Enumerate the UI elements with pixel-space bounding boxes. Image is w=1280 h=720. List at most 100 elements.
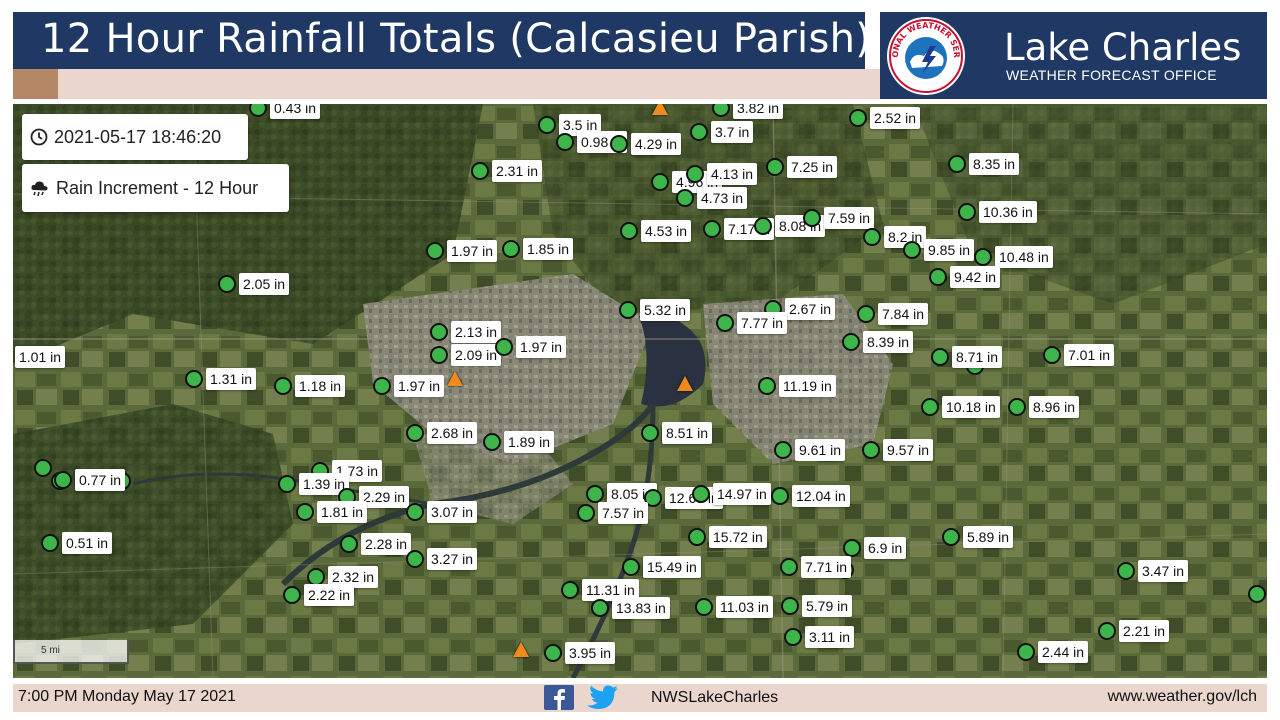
station-marker-icon[interactable] <box>771 487 789 505</box>
station-marker-icon[interactable] <box>695 598 713 616</box>
station-marker-icon[interactable] <box>430 346 448 364</box>
station-marker-icon[interactable] <box>1043 346 1061 364</box>
station-marker-icon[interactable] <box>406 550 424 568</box>
rainfall-total-label: 2.52 in <box>870 107 921 129</box>
station-marker-icon[interactable] <box>703 220 721 238</box>
station-marker-icon[interactable] <box>863 228 881 246</box>
station-marker-icon[interactable] <box>249 104 267 117</box>
station-marker-icon[interactable] <box>692 485 710 503</box>
station-marker-icon[interactable] <box>1248 585 1266 603</box>
station-marker-icon[interactable] <box>283 586 301 604</box>
rainfall-total-label: 4.13 in <box>707 163 758 185</box>
station-marker-icon[interactable] <box>340 535 358 553</box>
rainfall-total-label: 4.73 in <box>697 187 748 209</box>
station-marker-icon[interactable] <box>780 558 798 576</box>
station-marker-icon[interactable] <box>843 539 861 557</box>
layer-box: Rain Increment - 12 Hour <box>22 164 289 212</box>
station-marker-icon[interactable] <box>296 503 314 521</box>
station-marker-icon[interactable] <box>34 459 52 477</box>
station-marker-icon[interactable] <box>803 209 821 227</box>
station-marker-icon[interactable] <box>651 173 669 191</box>
station-marker-icon[interactable] <box>483 433 501 451</box>
station-marker-icon[interactable] <box>373 377 391 395</box>
rainfall-total-label: 8.71 in <box>952 346 1003 368</box>
station-marker-icon[interactable] <box>921 398 939 416</box>
station-marker-icon[interactable] <box>754 217 772 235</box>
station-marker-icon[interactable] <box>942 528 960 546</box>
rainfall-total-label: 3.47 in <box>1138 560 1189 582</box>
station-marker-icon[interactable] <box>641 424 659 442</box>
layer-text: Rain Increment - 12 Hour <box>56 177 259 198</box>
station-marker-icon[interactable] <box>426 242 444 260</box>
station-marker-icon[interactable] <box>1098 622 1116 640</box>
station-marker-icon[interactable] <box>622 558 640 576</box>
station-marker-icon[interactable] <box>430 323 448 341</box>
station-marker-icon[interactable] <box>556 133 574 151</box>
rain-cloud-icon <box>31 181 48 197</box>
station-marker-icon[interactable] <box>948 155 966 173</box>
station-marker-icon[interactable] <box>712 104 730 117</box>
triangle-marker-icon[interactable] <box>677 376 693 391</box>
station-marker-icon[interactable] <box>502 240 520 258</box>
station-marker-icon[interactable] <box>974 248 992 266</box>
website-link[interactable]: www.weather.gov/lch <box>1107 688 1257 705</box>
station-marker-icon[interactable] <box>686 165 704 183</box>
social-handle[interactable]: NWSLakeCharles <box>651 689 779 706</box>
station-marker-icon[interactable] <box>1117 562 1135 580</box>
rainfall-total-label: 3.07 in <box>427 501 478 523</box>
station-marker-icon[interactable] <box>54 471 72 489</box>
rainfall-total-label: 2.68 in <box>427 422 478 444</box>
station-marker-icon[interactable] <box>1017 643 1035 661</box>
station-marker-icon[interactable] <box>218 275 236 293</box>
station-marker-icon[interactable] <box>561 581 579 599</box>
station-marker-icon[interactable] <box>857 305 875 323</box>
rainfall-map[interactable]: 2021-05-17 18:46:20 Rain Increment - 12 … <box>13 104 1267 678</box>
station-marker-icon[interactable] <box>676 189 694 207</box>
station-marker-icon[interactable] <box>690 123 708 141</box>
station-marker-icon[interactable] <box>766 158 784 176</box>
facebook-icon[interactable] <box>544 685 574 710</box>
station-marker-icon[interactable] <box>958 203 976 221</box>
station-marker-icon[interactable] <box>577 504 595 522</box>
triangle-marker-icon[interactable] <box>652 104 668 115</box>
station-marker-icon[interactable] <box>278 475 296 493</box>
station-marker-icon[interactable] <box>495 338 513 356</box>
station-marker-icon[interactable] <box>610 135 628 153</box>
rainfall-total-label: 7.71 in <box>801 556 852 578</box>
triangle-marker-icon[interactable] <box>513 642 529 657</box>
station-marker-icon[interactable] <box>591 599 609 617</box>
rainfall-total-label: 7.25 in <box>787 156 838 178</box>
rainfall-total-label: 8.39 in <box>863 331 914 353</box>
station-marker-icon[interactable] <box>274 377 292 395</box>
station-marker-icon[interactable] <box>620 222 638 240</box>
station-marker-icon[interactable] <box>538 116 556 134</box>
station-marker-icon[interactable] <box>406 424 424 442</box>
station-marker-icon[interactable] <box>406 503 424 521</box>
station-marker-icon[interactable] <box>688 528 706 546</box>
station-marker-icon[interactable] <box>185 370 203 388</box>
station-marker-icon[interactable] <box>619 301 637 319</box>
station-marker-icon[interactable] <box>758 377 776 395</box>
station-marker-icon[interactable] <box>903 241 921 259</box>
station-marker-icon[interactable] <box>644 489 662 507</box>
station-marker-icon[interactable] <box>471 162 489 180</box>
station-marker-icon[interactable] <box>842 333 860 351</box>
rainfall-total-label: 4.53 in <box>641 220 692 242</box>
rainfall-total-label: 2.05 in <box>239 273 290 295</box>
triangle-marker-icon[interactable] <box>447 371 463 386</box>
station-marker-icon[interactable] <box>586 485 604 503</box>
station-marker-icon[interactable] <box>931 348 949 366</box>
station-marker-icon[interactable] <box>41 534 59 552</box>
twitter-icon[interactable] <box>585 685 619 710</box>
rainfall-total-label: 1.97 in <box>447 240 498 262</box>
station-marker-icon[interactable] <box>849 109 867 127</box>
station-marker-icon[interactable] <box>774 441 792 459</box>
station-marker-icon[interactable] <box>781 597 799 615</box>
station-marker-icon[interactable] <box>929 268 947 286</box>
station-marker-icon[interactable] <box>784 628 802 646</box>
station-marker-icon[interactable] <box>716 314 734 332</box>
station-marker-icon[interactable] <box>1008 398 1026 416</box>
station-marker-icon[interactable] <box>862 441 880 459</box>
rainfall-total-label: 9.57 in <box>883 439 934 461</box>
station-marker-icon[interactable] <box>544 644 562 662</box>
